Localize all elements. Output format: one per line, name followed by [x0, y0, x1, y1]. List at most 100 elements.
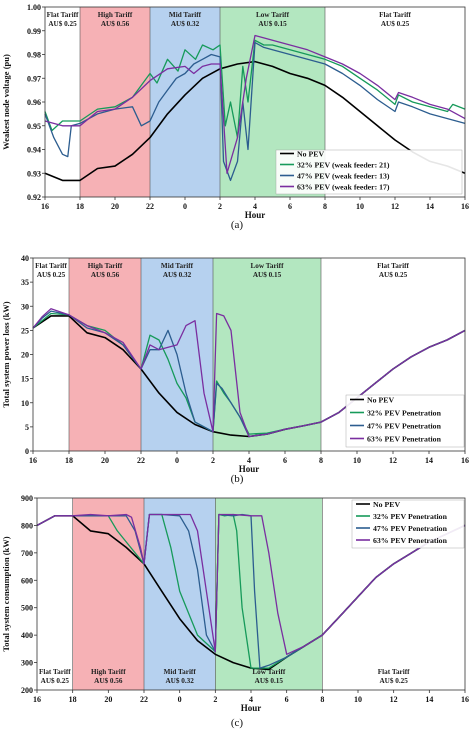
x-tick-label: 16 — [461, 695, 469, 704]
legend-label-2: 47% PEV Penetration — [367, 422, 442, 431]
tariff-band-name-1: High Tariff — [98, 11, 133, 19]
y-tick-label: 0.94 — [27, 146, 41, 155]
x-tick-label: 12 — [390, 695, 398, 704]
y-tick-label: 0.95 — [27, 122, 41, 131]
legend-label-1: 32% PEV (weak feeder: 21) — [297, 161, 390, 170]
x-tick-label: 20 — [111, 202, 119, 211]
y-tick-label: 0.98 — [27, 51, 41, 60]
legend-label-1: 32% PEV Penetration — [373, 512, 448, 521]
tariff-band-name-3: Low Tariff — [251, 262, 285, 270]
y-tick-label: 0.97 — [27, 74, 41, 83]
y-tick-label: 15 — [21, 375, 29, 384]
x-tick-label: 6 — [288, 202, 292, 211]
x-tick-label: 12 — [389, 456, 397, 465]
x-tick-label: 2 — [218, 202, 222, 211]
tariff-band-price-2: AU$ 0.32 — [171, 20, 200, 28]
x-tick-label: 16 — [29, 456, 37, 465]
tariff-band-name-4: Flat Tariff — [378, 668, 410, 676]
series-line-0 — [44, 60, 466, 182]
x-axis-label: Hour — [239, 464, 260, 474]
y-tick-label: 500 — [21, 604, 33, 613]
legend-label-2: 47% PEV (weak feeder: 13) — [297, 172, 390, 181]
y-tick-label: 1.00 — [27, 3, 41, 12]
y-tick-label: 800 — [21, 521, 33, 530]
legend-label-3: 63% PEV (weak feeder: 17) — [297, 183, 390, 192]
x-tick-label: 8 — [323, 202, 327, 211]
tariff-band-price-0: AU$ 0.25 — [41, 677, 70, 685]
tariff-band-price-1: AU$ 0.56 — [94, 677, 123, 685]
tariff-band-price-4: AU$ 0.25 — [379, 271, 408, 279]
tariff-band-2 — [144, 498, 216, 690]
panel-label: (b) — [231, 473, 244, 485]
tariff-band-name-4: Flat Tariff — [377, 262, 409, 270]
y-tick-label: 200 — [21, 686, 33, 695]
tariff-band-name-0: Flat Tariff — [35, 262, 67, 270]
x-tick-label: 0 — [183, 202, 187, 211]
series-line-3 — [44, 34, 466, 174]
y-axis-label: Total system consumption (kW) — [1, 536, 11, 651]
tariff-band-price-3: AU$ 0.15 — [255, 677, 284, 685]
legend-label-2: 47% PEV Penetration — [373, 524, 448, 533]
y-tick-label: 5 — [25, 423, 29, 432]
tariff-band-price-2: AU$ 0.32 — [163, 271, 192, 279]
series-line-3 — [32, 308, 466, 438]
y-tick-label: 10 — [21, 399, 29, 408]
x-tick-label: 16 — [461, 456, 469, 465]
x-tick-label: 8 — [319, 456, 323, 465]
tariff-band-2 — [150, 7, 220, 197]
tariff-band-name-0: Flat Tariff — [39, 668, 71, 676]
y-tick-label: 0.99 — [27, 27, 41, 36]
x-tick-label: 4 — [249, 695, 253, 704]
x-tick-label: 18 — [69, 695, 77, 704]
y-tick-label: 0 — [25, 447, 29, 456]
tariff-band-price-3: AU$ 0.15 — [253, 271, 282, 279]
x-tick-label: 18 — [65, 456, 73, 465]
tariff-band-price-4: AU$ 0.25 — [379, 677, 408, 685]
tariff-band-price-0: AU$ 0.25 — [48, 20, 77, 28]
tariff-band-3 — [215, 498, 323, 690]
x-tick-label: 12 — [391, 202, 399, 211]
x-tick-label: 14 — [425, 456, 433, 465]
legend-label-1: 32% PEV Penetration — [367, 409, 442, 418]
x-tick-label: 0 — [178, 695, 182, 704]
y-tick-label: 20 — [21, 351, 29, 360]
tariff-band-name-1: High Tariff — [91, 668, 126, 676]
x-tick-label: 20 — [101, 456, 109, 465]
x-tick-label: 2 — [213, 695, 217, 704]
x-axis-label: Hour — [241, 703, 262, 713]
x-tick-label: 22 — [146, 202, 154, 211]
x-tick-label: 4 — [253, 202, 257, 211]
y-axis-label: Total system power loss (kW) — [1, 301, 11, 407]
tariff-band-1 — [80, 7, 150, 197]
x-tick-label: 14 — [425, 695, 433, 704]
x-tick-label: 8 — [320, 695, 324, 704]
tariff-band-price-3: AU$ 0.15 — [258, 20, 287, 28]
legend-label-0: No PEV — [367, 396, 394, 405]
tariff-band-name-4: Flat Tariff — [379, 11, 411, 19]
legend-label-0: No PEV — [373, 500, 400, 509]
y-tick-label: 0.93 — [27, 169, 41, 178]
y-tick-label: 0.96 — [27, 98, 41, 107]
x-tick-label: 0 — [175, 456, 179, 465]
tariff-band-price-1: AU$ 0.56 — [91, 271, 120, 279]
tariff-band-name-3: Low Tariff — [252, 668, 286, 676]
x-axis-label: Hour — [245, 210, 266, 220]
x-tick-label: 4 — [247, 456, 251, 465]
series-line-3 — [36, 513, 466, 655]
x-tick-label: 10 — [354, 695, 362, 704]
y-tick-label: 30 — [21, 302, 29, 311]
legend-label-3: 63% PEV Penetration — [367, 435, 442, 444]
x-tick-label: 10 — [353, 456, 361, 465]
y-tick-label: 700 — [21, 549, 33, 558]
tariff-band-name-2: Mid Tariff — [161, 262, 194, 270]
tariff-band-3 — [213, 258, 321, 451]
tariff-band-price-0: AU$ 0.25 — [37, 271, 66, 279]
tariff-band-price-2: AU$ 0.32 — [165, 677, 194, 685]
x-tick-label: 22 — [137, 456, 145, 465]
x-tick-label: 18 — [76, 202, 84, 211]
y-axis-label: Weakest node voltage (pu) — [1, 54, 11, 150]
